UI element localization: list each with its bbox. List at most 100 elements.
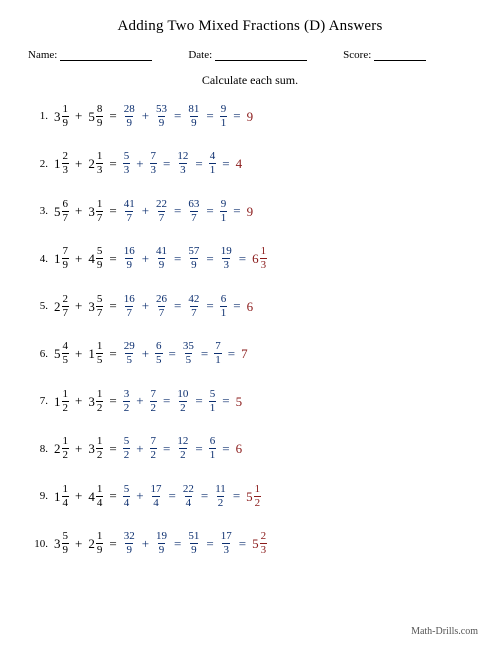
- plus-op: +: [75, 488, 82, 504]
- whole-part: 5: [246, 490, 253, 503]
- equals: =: [174, 251, 181, 267]
- expression: 179+459=169+419=579=193=613: [54, 246, 267, 271]
- denominator: 9: [158, 543, 166, 556]
- denominator: 9: [158, 116, 166, 129]
- denominator: 3: [222, 543, 230, 556]
- denominator: 9: [158, 258, 166, 271]
- denominator: 1: [220, 116, 228, 129]
- denominator: 4: [62, 496, 70, 509]
- equals: =: [222, 393, 229, 409]
- numerator: 6: [209, 436, 217, 448]
- numerator: 1: [62, 104, 70, 116]
- plus-op: +: [142, 251, 149, 267]
- numerator: 5: [123, 484, 131, 496]
- denominator: 7: [96, 211, 104, 224]
- equals: =: [233, 298, 240, 314]
- answer-whole: 9: [247, 110, 254, 123]
- problem-number: 3.: [30, 205, 48, 217]
- mixed-number: 414: [88, 484, 103, 509]
- numerator: 57: [187, 246, 200, 258]
- numerator: 1: [96, 151, 104, 163]
- denominator: 9: [190, 116, 198, 129]
- fraction: 79: [62, 246, 70, 271]
- numerator: 9: [220, 104, 228, 116]
- numerator: 1: [62, 436, 70, 448]
- problem-number: 2.: [30, 158, 48, 170]
- numerator: 6: [220, 294, 228, 306]
- name-blank[interactable]: [60, 50, 152, 61]
- denominator: 9: [62, 258, 70, 271]
- numerator: 5: [123, 436, 131, 448]
- denominator: 2: [217, 496, 225, 509]
- numerator: 2: [260, 531, 268, 543]
- name-field: Name:: [28, 49, 152, 61]
- whole-part: 3: [88, 442, 95, 455]
- fraction: 173: [220, 531, 233, 556]
- equals: =: [239, 251, 246, 267]
- plus-op: +: [75, 156, 82, 172]
- denominator: 9: [190, 543, 198, 556]
- mixed-number: 227: [54, 294, 69, 319]
- fraction: 91: [220, 104, 228, 129]
- problem-row: 10.359+219=329+199=519=173=523: [30, 528, 472, 560]
- equals: =: [163, 441, 170, 457]
- denominator: 2: [179, 401, 187, 414]
- denominator: 9: [125, 116, 133, 129]
- whole-part: 3: [88, 300, 95, 313]
- numerator: 5: [96, 246, 104, 258]
- numerator: 17: [220, 531, 233, 543]
- fraction: 59: [62, 531, 70, 556]
- numerator: 26: [155, 294, 168, 306]
- whole-part: 5: [54, 205, 61, 218]
- numerator: 1: [96, 199, 104, 211]
- denominator: 2: [123, 448, 131, 461]
- numerator: 16: [123, 246, 136, 258]
- numerator: 6: [155, 341, 163, 353]
- problem-number: 6.: [30, 348, 48, 360]
- fraction: 267: [155, 294, 168, 319]
- expression: 319+589=289+539=819=91=9: [54, 104, 253, 129]
- whole-part: 1: [54, 490, 61, 503]
- fraction: 12: [62, 389, 70, 414]
- mixed-number: 179: [54, 246, 69, 271]
- numerator: 1: [254, 484, 262, 496]
- denominator: 9: [125, 543, 133, 556]
- numerator: 32: [123, 531, 136, 543]
- numerator: 19: [220, 246, 233, 258]
- problem-number: 4.: [30, 253, 48, 265]
- problem-number: 5.: [30, 300, 48, 312]
- fraction: 27: [62, 294, 70, 319]
- denominator: 5: [62, 353, 70, 366]
- numerator: 7: [150, 151, 158, 163]
- numerator: 5: [209, 389, 217, 401]
- numerator: 4: [209, 151, 217, 163]
- equals: =: [109, 488, 116, 504]
- problem-row: 2.123+213=53+73=123=41=4: [30, 148, 472, 180]
- mixed-number: 589: [88, 104, 103, 129]
- denominator: 2: [123, 401, 131, 414]
- date-blank[interactable]: [215, 50, 307, 61]
- problem-number: 8.: [30, 443, 48, 455]
- denominator: 9: [125, 258, 133, 271]
- fraction: 19: [96, 531, 104, 556]
- denominator: 5: [185, 353, 193, 366]
- numerator: 9: [220, 199, 228, 211]
- equals: =: [206, 298, 213, 314]
- mixed-number: 512: [246, 484, 261, 509]
- denominator: 4: [96, 496, 104, 509]
- fraction: 295: [123, 341, 136, 366]
- denominator: 4: [152, 496, 160, 509]
- mixed-number: 357: [88, 294, 103, 319]
- plus-op: +: [75, 251, 82, 267]
- denominator: 9: [96, 543, 104, 556]
- fraction: 12: [96, 389, 104, 414]
- fraction: 17: [96, 199, 104, 224]
- denominator: 7: [125, 211, 133, 224]
- expression: 123+213=53+73=123=41=4: [54, 151, 242, 176]
- numerator: 5: [123, 151, 131, 163]
- score-field: Score:: [343, 49, 426, 61]
- fraction: 12: [62, 436, 70, 461]
- score-blank[interactable]: [374, 50, 426, 61]
- plus-op: +: [142, 536, 149, 552]
- equals: =: [174, 108, 181, 124]
